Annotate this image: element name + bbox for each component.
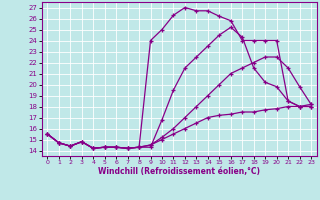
- X-axis label: Windchill (Refroidissement éolien,°C): Windchill (Refroidissement éolien,°C): [98, 167, 260, 176]
